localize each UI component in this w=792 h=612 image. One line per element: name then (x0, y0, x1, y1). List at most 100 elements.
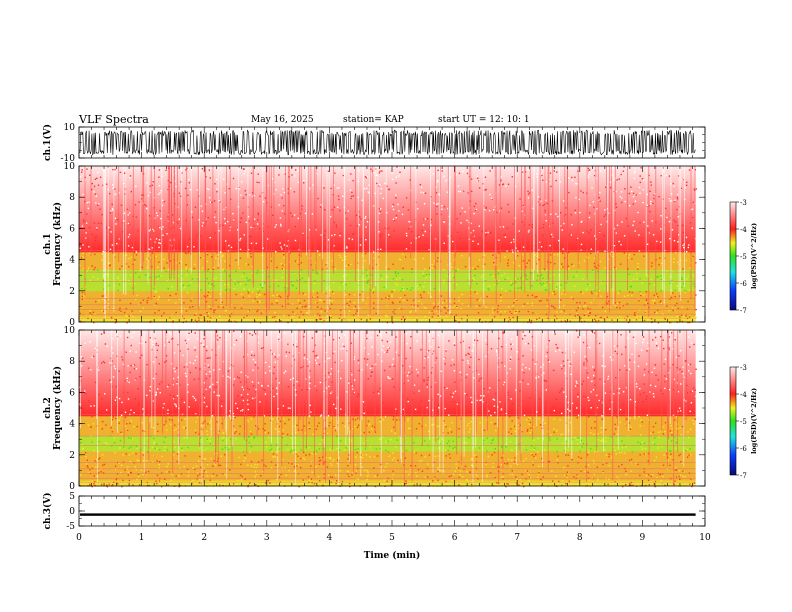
spectral-speckle (239, 221, 242, 223)
spectral-speckle (287, 482, 289, 484)
spectral-speckle (182, 284, 184, 286)
spectral-speckle (250, 235, 252, 238)
spectral-speckle (680, 461, 682, 463)
spectral-speckle (692, 419, 694, 422)
spectral-speckle (562, 248, 564, 250)
spectral-speckle (623, 444, 625, 446)
spectral-speckle (677, 391, 680, 393)
spectral-speckle (446, 305, 448, 307)
spectral-speckle (592, 374, 595, 377)
spectral-speckle (540, 284, 543, 286)
spectral-speckle (255, 242, 257, 245)
spectral-speckle (402, 365, 404, 367)
spectral-speckle (631, 190, 633, 192)
spectral-speckle (330, 317, 332, 319)
spectral-speckle (490, 232, 492, 234)
spectral-speckle (239, 257, 242, 259)
spectral-speckle (203, 401, 205, 404)
spectral-speckle (316, 292, 318, 294)
spectral-speckle (102, 298, 104, 300)
spectral-speckle (450, 235, 452, 237)
spectral-speckle (645, 447, 647, 450)
spectral-speckle (247, 485, 249, 488)
spectral-band (79, 193, 696, 196)
spectral-band (79, 429, 696, 432)
spectral-speckle (408, 427, 410, 430)
spectral-speckle (652, 234, 655, 236)
spectral-speckle (589, 204, 591, 207)
spectral-speckle (392, 263, 394, 265)
spectral-speckle (273, 320, 275, 323)
spectral-speckle (187, 383, 189, 386)
spectral-speckle (559, 419, 561, 421)
spectral-speckle (283, 171, 286, 174)
spectral-speckle (650, 432, 652, 434)
spectral-speckle (458, 296, 460, 299)
spectral-speckle (282, 433, 284, 435)
spectral-speckle (206, 475, 209, 477)
spectral-speckle (492, 307, 494, 310)
spectral-speckle (393, 386, 395, 388)
spectral-speckle (242, 296, 244, 299)
spectral-speckle (533, 447, 536, 449)
spectral-speckle (501, 275, 503, 277)
spectral-speckle (258, 407, 261, 409)
spectral-speckle (272, 294, 274, 297)
spectral-speckle (348, 237, 350, 240)
spectral-speckle (505, 413, 507, 415)
spectral-speckle (516, 463, 519, 466)
spectral-speckle (674, 289, 676, 291)
spectral-speckle (513, 238, 515, 241)
spectral-speckle (86, 168, 88, 170)
spectral-speckle (328, 457, 330, 459)
spectral-speckle (513, 302, 515, 304)
spectral-speckle (293, 470, 295, 473)
spectral-speckle (126, 336, 129, 339)
spectral-speckle (259, 227, 261, 230)
spectral-speckle (452, 252, 454, 254)
spectral-speckle (511, 420, 513, 422)
spectral-speckle (490, 197, 493, 200)
spectral-speckle (623, 166, 625, 168)
spectral-speckle (326, 432, 329, 434)
spectral-speckle (448, 340, 450, 342)
spectral-band (79, 173, 696, 177)
spectral-speckle (295, 453, 297, 455)
spectral-speckle (553, 405, 555, 408)
spectral-speckle (551, 305, 553, 307)
spectral-speckle (173, 319, 176, 321)
spectral-speckle (217, 266, 219, 269)
spectral-speckle (231, 251, 233, 253)
spectral-speckle (440, 436, 443, 439)
spectral-speckle (89, 279, 91, 282)
spectral-speckle (508, 431, 510, 433)
spectral-speckle (556, 320, 559, 323)
spectral-speckle (645, 291, 648, 293)
spectral-speckle (289, 252, 291, 254)
spectral-speckle (314, 359, 316, 361)
spectral-speckle (128, 258, 130, 260)
spectral-speckle (452, 440, 454, 442)
spectral-speckle (264, 431, 267, 434)
spectral-speckle (285, 355, 287, 357)
spectral-speckle (428, 311, 431, 314)
spectral-speckle (185, 264, 187, 266)
spectral-speckle (209, 436, 211, 438)
spectral-band (79, 220, 696, 224)
spectral-speckle (102, 168, 104, 170)
spectral-speckle (691, 208, 694, 210)
spectral-speckle (580, 457, 582, 459)
spectral-speckle (417, 371, 419, 374)
spectral-speckle (548, 183, 551, 185)
spectral-speckle (155, 342, 158, 345)
spectral-speckle (571, 176, 573, 179)
spectral-band (79, 482, 696, 485)
spectral-speckle (270, 349, 272, 352)
spectral-speckle (114, 321, 117, 324)
spectral-speckle (278, 295, 280, 297)
spectral-speckle (185, 268, 188, 270)
spectral-speckle (194, 206, 197, 208)
spectral-speckle (108, 192, 111, 195)
spectral-band (79, 224, 696, 227)
spectral-speckle (285, 351, 288, 353)
